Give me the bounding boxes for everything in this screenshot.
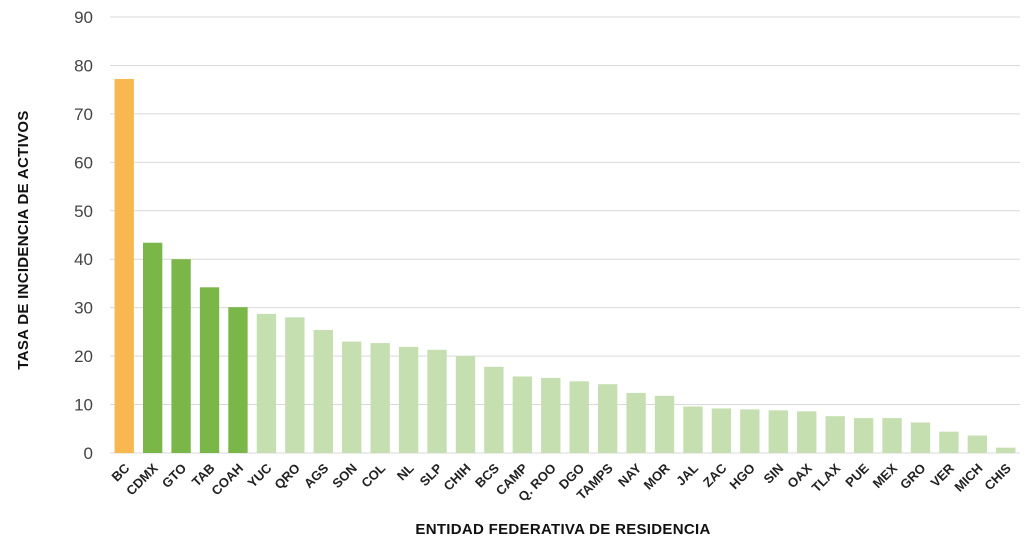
bar-ver <box>939 431 959 453</box>
x-tick-label: NAY <box>615 460 644 489</box>
bar-chis <box>996 447 1016 453</box>
bar-camp <box>512 376 533 453</box>
x-tick-label: HGO <box>726 461 758 493</box>
y-tick-label: 60 <box>74 153 93 172</box>
x-tick-label: TLAX <box>809 460 844 495</box>
x-tick-label: ZAC <box>700 460 730 490</box>
bar-bcs <box>484 366 504 453</box>
x-tick-label: SIN <box>760 461 786 487</box>
bar-son <box>342 341 362 453</box>
y-tick-label: 20 <box>74 347 93 366</box>
bar-slp <box>427 349 447 453</box>
y-tick-label: 80 <box>74 56 93 75</box>
bar-oax <box>797 411 817 453</box>
x-tick-label: CHIS <box>981 460 1014 493</box>
bar-gto <box>171 259 191 453</box>
bar-zac <box>711 408 732 453</box>
bar-coah <box>228 307 248 453</box>
bar-pue <box>853 418 874 453</box>
bar-col <box>370 343 390 453</box>
bar-mich <box>967 435 988 453</box>
y-tick-label: 10 <box>74 396 93 415</box>
y-tick-label: 30 <box>74 299 93 318</box>
y-axis-title: TASA DE INCIDENCIA DE ACTIVOS <box>15 110 32 369</box>
x-tick-label: QRO <box>271 461 303 493</box>
x-tick-label: YUC <box>245 460 275 490</box>
bar-ags <box>313 329 333 453</box>
bar-chih <box>455 356 476 453</box>
bar-qro <box>285 317 305 453</box>
x-tick-label: AGS <box>301 460 332 491</box>
bar-hgo <box>740 409 760 453</box>
x-tick-label: GRO <box>897 461 929 493</box>
x-tick-label: MICH <box>951 461 985 495</box>
bar-dgo <box>569 381 589 453</box>
bar-nl <box>398 346 419 453</box>
bar-bc <box>114 79 134 454</box>
bar-tab <box>199 287 220 453</box>
x-tick-label: JAL <box>673 460 701 488</box>
x-tick-label: PUE <box>842 460 872 490</box>
x-tick-label: NL <box>394 460 417 483</box>
x-axis-title: ENTIDAD FEDERATIVA DE RESIDENCIA <box>415 521 710 538</box>
y-tick-label: 0 <box>84 444 93 463</box>
bar-sin <box>768 410 788 453</box>
bars <box>114 79 1016 454</box>
x-tick-label: COL <box>358 460 388 490</box>
x-tick-label: COAH <box>208 461 246 499</box>
bar-q-roo <box>541 377 561 453</box>
x-tick-label: GTO <box>159 461 189 491</box>
y-tick-label: 70 <box>74 105 93 124</box>
y-tick-label: 90 <box>74 8 93 27</box>
y-tick-label: 40 <box>74 250 93 269</box>
x-tick-label: CHIH <box>441 461 474 494</box>
bar-nay <box>626 392 646 453</box>
x-tick-label: CDMX <box>123 460 161 498</box>
x-tick-label: MEX <box>870 460 901 491</box>
bar-mex <box>882 418 902 453</box>
x-tick-label: MOR <box>641 460 673 492</box>
bar-mor <box>654 395 675 453</box>
bar-jal <box>683 406 703 453</box>
bar-gro <box>910 422 931 453</box>
x-tick-label: SON <box>329 461 360 492</box>
bar-tamps <box>597 384 618 453</box>
bar-cdmx <box>142 242 163 453</box>
bar-yuc <box>256 313 277 453</box>
bar-tlax <box>825 416 845 453</box>
y-tick-label: 50 <box>74 202 93 221</box>
y-axis-ticks: 0 10 20 30 40 50 60 70 80 90 <box>74 8 93 463</box>
